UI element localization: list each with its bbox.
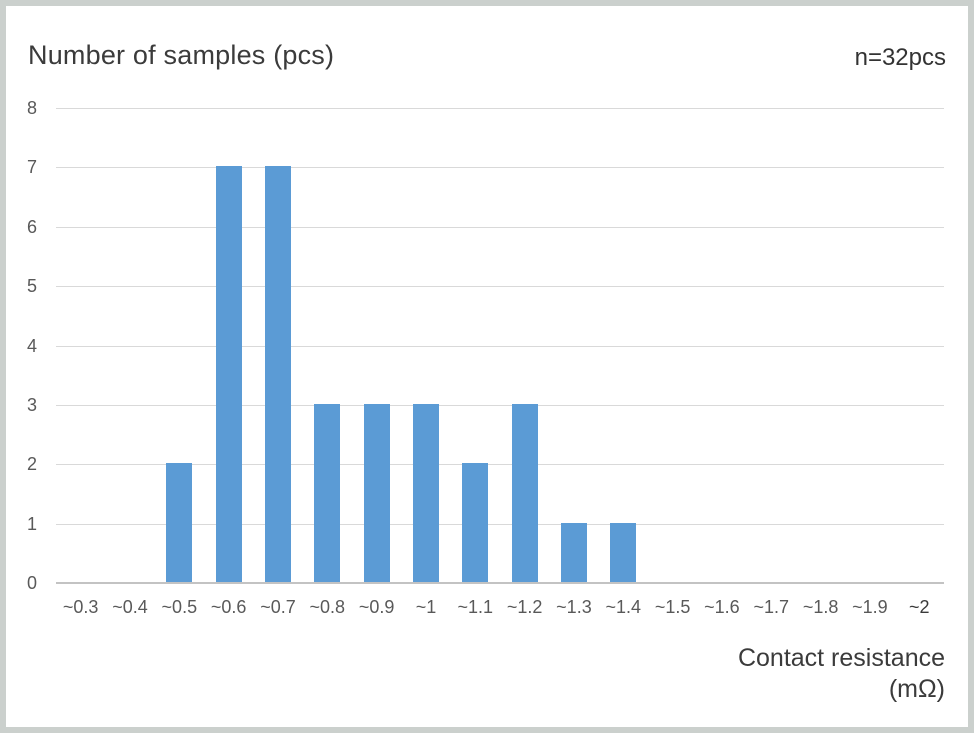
bar-slot bbox=[401, 107, 450, 582]
gridline bbox=[56, 167, 944, 169]
x-tick-label: ~1.8 bbox=[802, 597, 839, 617]
y-tick-label: 0 bbox=[27, 573, 38, 593]
bar-slot bbox=[747, 107, 796, 582]
chart-title: Number of samples (pcs) bbox=[28, 40, 335, 70]
y-tick-label: 7 bbox=[27, 157, 38, 178]
gridline bbox=[56, 345, 944, 347]
x-axis-tick-labels: ~0.3 ~0.4 ~0.5 ~0.6 ~0.7 ~0.8 ~0.9 ~1 ~1.1 ~1.2 ~1… bbox=[56, 596, 944, 618]
bar bbox=[264, 166, 291, 582]
x-axis-title-line1: Contact resistance bbox=[737, 644, 945, 672]
gridline bbox=[56, 226, 944, 228]
x-tick-label: ~0.8 bbox=[309, 597, 346, 617]
bar-slot bbox=[648, 107, 697, 582]
y-tick-label: 5 bbox=[27, 276, 38, 297]
x-tick-label: ~1.2 bbox=[506, 597, 543, 617]
gridline bbox=[56, 286, 944, 288]
bar-slot bbox=[895, 107, 944, 582]
plot-area: 0 1 2 3 4 5 6 7 8 ~0.3 ~0.4 ~0.5 ~0.6 ~0.7 ~0.8 ~0.9 ~1… bbox=[27, 98, 944, 617]
gridline bbox=[56, 404, 944, 406]
x-tick-label: ~1.9 bbox=[852, 597, 888, 617]
gridline bbox=[56, 464, 944, 466]
bar-slot bbox=[303, 107, 352, 582]
bar bbox=[560, 522, 587, 582]
x-tick-label: ~0.5 bbox=[161, 597, 198, 617]
y-tick-label: 8 bbox=[27, 98, 38, 118]
x-tick-label: ~1.6 bbox=[704, 597, 740, 617]
bar-slot bbox=[697, 107, 746, 582]
x-tick-label: ~1.3 bbox=[556, 597, 592, 617]
bar-slot bbox=[352, 107, 401, 582]
bars-layer bbox=[56, 107, 944, 582]
bar-slot bbox=[549, 107, 598, 582]
y-tick-label: 6 bbox=[27, 216, 38, 237]
x-tick-label: ~0.4 bbox=[112, 597, 148, 617]
bar-slot bbox=[599, 107, 648, 582]
bar bbox=[412, 403, 439, 582]
x-tick-label: ~0.3 bbox=[62, 597, 99, 617]
x-tick-label: ~0.7 bbox=[260, 597, 296, 617]
x-tick-label: ~2 bbox=[908, 597, 930, 617]
x-tick-label: ~1 bbox=[415, 597, 437, 617]
x-tick-label: ~1.4 bbox=[605, 597, 642, 617]
x-tick-label: ~0.9 bbox=[358, 597, 395, 617]
bar bbox=[363, 403, 390, 582]
x-tick-label: ~1.5 bbox=[654, 597, 691, 617]
x-axis-title: Contact resistance (mΩ) bbox=[738, 643, 945, 705]
bar-slot bbox=[451, 107, 500, 582]
x-axis-title-line2: (mΩ) bbox=[888, 675, 945, 703]
bar bbox=[610, 522, 637, 582]
x-axis-line bbox=[56, 582, 944, 584]
bar bbox=[314, 403, 341, 582]
bar bbox=[462, 463, 489, 582]
x-tick-label: ~1.1 bbox=[457, 597, 494, 617]
y-tick-label: 3 bbox=[27, 394, 38, 415]
gridline bbox=[56, 523, 944, 525]
bar bbox=[215, 166, 242, 582]
gridline bbox=[56, 108, 944, 109]
sample-count-label: n=32pcs bbox=[854, 44, 946, 71]
y-tick-label: 2 bbox=[27, 454, 38, 475]
bar-slot bbox=[155, 107, 204, 582]
bar-slot bbox=[796, 107, 845, 582]
bar bbox=[166, 463, 193, 582]
bar-slot bbox=[253, 107, 302, 582]
y-tick-label: 1 bbox=[27, 513, 38, 534]
x-tick-label: ~1.7 bbox=[753, 597, 790, 617]
bar-slot bbox=[56, 107, 105, 582]
bar-slot bbox=[204, 107, 253, 582]
y-tick-label: 4 bbox=[27, 335, 38, 356]
bar-slot bbox=[845, 107, 894, 582]
x-tick-label: ~0.6 bbox=[210, 597, 247, 617]
bar bbox=[511, 403, 538, 582]
bar-slot bbox=[500, 107, 549, 582]
bar-slot bbox=[105, 107, 154, 582]
